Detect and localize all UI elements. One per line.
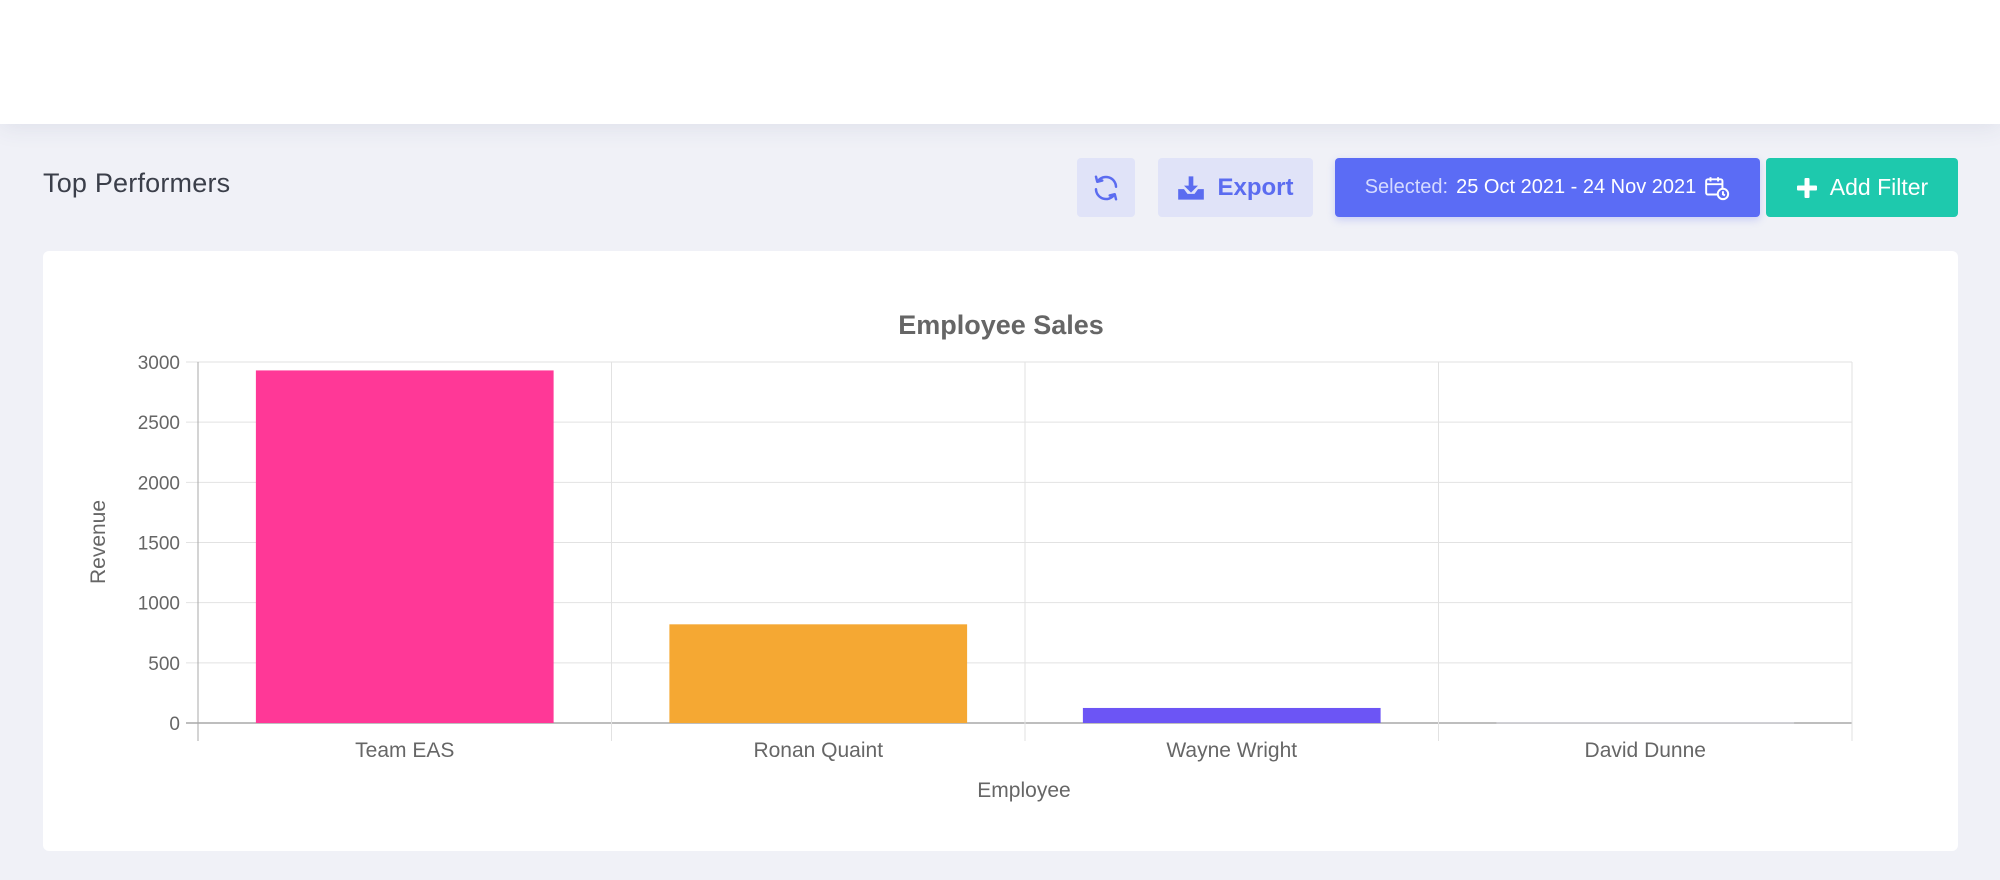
date-range-value: 25 Oct 2021 - 24 Nov 2021 — [1456, 176, 1697, 198]
export-label: Export — [1217, 173, 1294, 201]
chart-card: 0 500 1000 1500 2000 2500 3000 Team EAS Ronan Qu… — [43, 251, 1958, 851]
plus-icon — [1796, 177, 1817, 198]
export-button[interactable]: Export — [1158, 158, 1313, 217]
y-tick-label: 1500 — [138, 534, 180, 555]
add-filter-label: Add Filter — [1829, 174, 1929, 200]
bar-wayne-wright[interactable] — [1082, 707, 1381, 723]
employee-sales-chart: 0 500 1000 1500 2000 2500 3000 Team EAS Ronan Qu… — [87, 310, 1853, 802]
calendar-clock-icon — [1705, 176, 1730, 200]
page-title: Top Performers — [43, 168, 231, 198]
refresh-icon — [1094, 175, 1118, 200]
y-tick-label: 3000 — [138, 353, 180, 374]
x-axis-label: Employee — [977, 779, 1070, 802]
date-range-picker[interactable]: Selected: 25 Oct 2021 - 24 Nov 2021 — [1335, 158, 1760, 217]
x-tick-label: Team EAS — [355, 739, 454, 762]
chart-title: Employee Sales — [898, 310, 1104, 340]
bar-ronan-quaint[interactable] — [669, 624, 968, 723]
y-tick-label: 1000 — [138, 594, 180, 615]
date-range-label: Selected: — [1364, 176, 1449, 198]
y-tick-label: 2000 — [138, 473, 180, 494]
x-tick-label: Wayne Wright — [1166, 739, 1297, 762]
y-tick-label: 0 — [169, 714, 180, 735]
x-tick-label: David Dunne — [1585, 739, 1706, 762]
y-tick-label: 500 — [148, 654, 180, 675]
top-navbar — [0, 0, 2000, 124]
x-tick-label: Ronan Quaint — [753, 739, 883, 762]
y-axis-label: Revenue — [87, 500, 110, 584]
download-icon — [1178, 175, 1205, 200]
y-tick-label: 2500 — [138, 413, 180, 434]
bar-david-dunne[interactable] — [1496, 722, 1795, 724]
add-filter-button[interactable]: Add Filter — [1766, 158, 1958, 217]
refresh-button[interactable] — [1077, 158, 1135, 217]
bar-team-eas[interactable] — [255, 370, 554, 723]
